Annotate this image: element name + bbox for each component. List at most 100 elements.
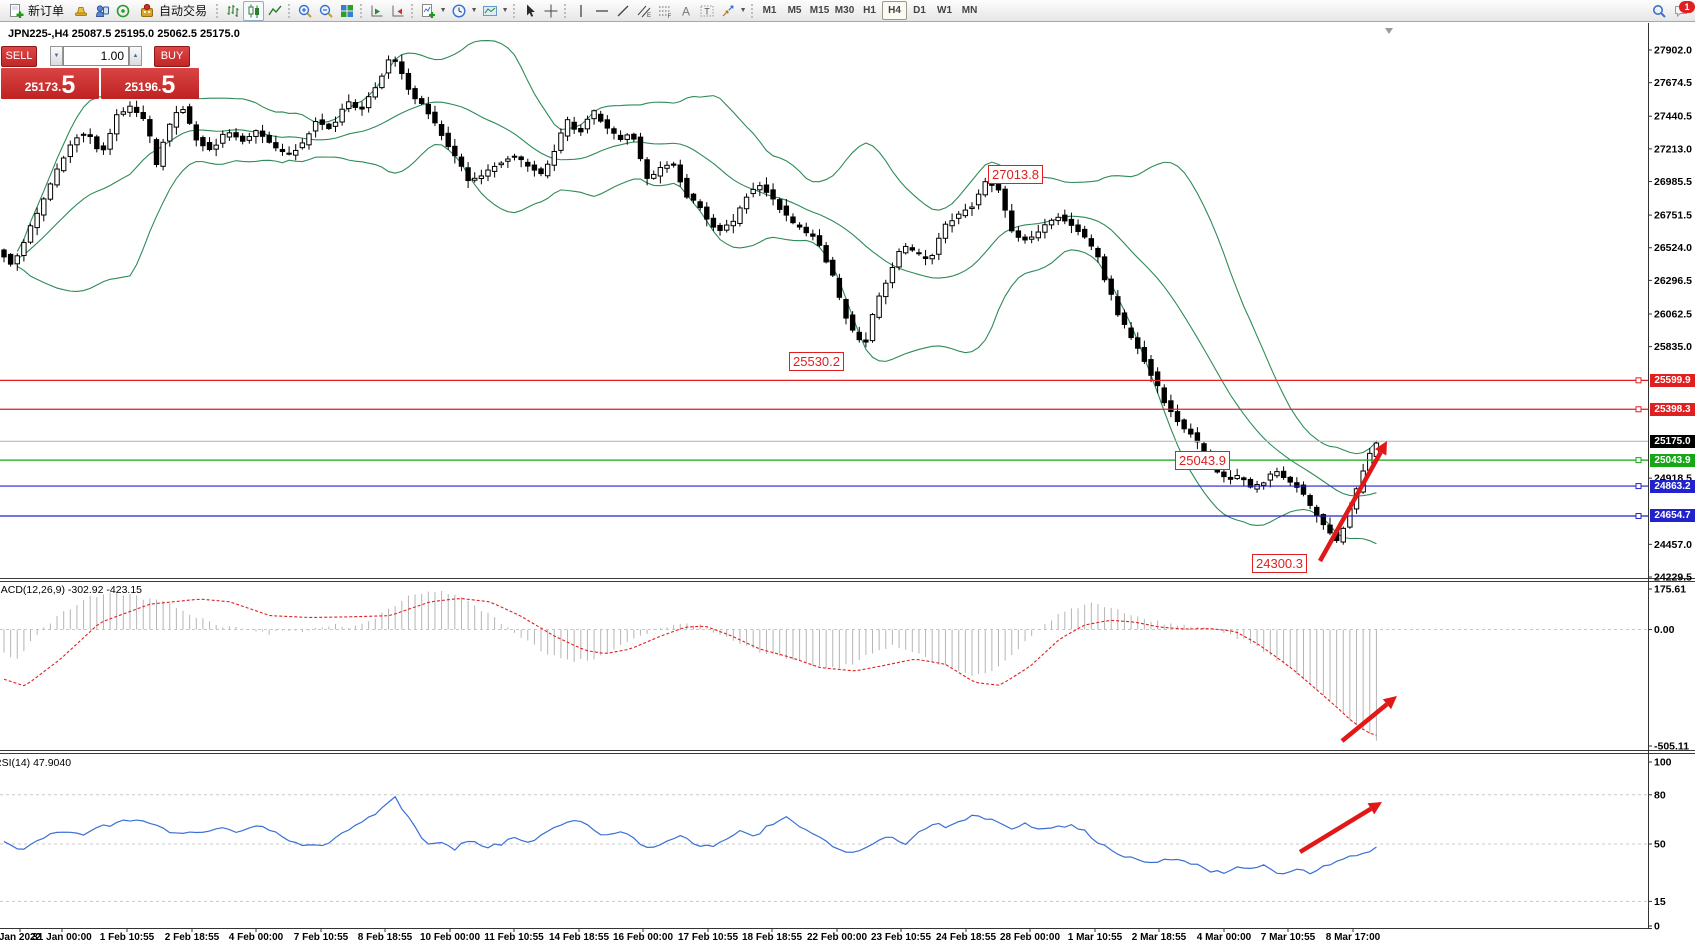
axis-tick-label: 27440.5 [1654, 111, 1692, 123]
axis-tick-label: 175.61 [1654, 584, 1686, 596]
autotrading-label: 自动交易 [159, 4, 208, 18]
search-icon [1652, 4, 1666, 18]
periods-button[interactable] [448, 1, 469, 21]
arrows-tool[interactable] [717, 1, 738, 21]
buy-button[interactable]: BUY [154, 45, 190, 67]
timeframe-button-M1[interactable]: M1 [762, 5, 777, 16]
svg-text:E: E [647, 13, 651, 19]
autotrading-button[interactable]: 自动交易 [133, 1, 213, 21]
channel-icon: E [637, 5, 651, 19]
macd-indicator-label: MACD(12,26,9) -302.92 -423.15 [0, 584, 142, 596]
axis-tick-label: 100 [1654, 757, 1672, 769]
timeframe-button-MN[interactable]: MN [961, 5, 978, 16]
zoom-in-icon [298, 4, 312, 18]
indicators-caret[interactable]: ▼ [439, 7, 447, 14]
new-order-icon [10, 3, 24, 18]
time-axis-label: 16 Feb 00:00 [613, 932, 673, 943]
timeframe-button-H1[interactable]: H1 [863, 5, 876, 16]
autoscroll-button[interactable] [366, 1, 387, 21]
timeframe-button-D1[interactable]: D1 [913, 5, 926, 16]
crosshair-icon [544, 4, 558, 17]
svg-text:A: A [682, 4, 690, 18]
bar-chart-button[interactable] [222, 1, 243, 21]
periods-caret[interactable]: ▼ [470, 7, 478, 14]
axis-price-label: 24863.2 [1650, 479, 1695, 493]
axis-tick-label: 27213.0 [1654, 143, 1692, 155]
bar-chart-icon [227, 4, 239, 17]
axis-tick-label: 0 [1654, 921, 1660, 933]
label-tool[interactable]: T [696, 1, 717, 21]
search-button[interactable] [1648, 1, 1669, 21]
cursor-button[interactable] [519, 1, 540, 21]
volume-decrease-button[interactable]: ▼ [50, 46, 63, 66]
sell-price[interactable]: 25173. 5 [1, 68, 99, 99]
volume-increase-button[interactable]: ▲ [129, 46, 142, 66]
new-order-button[interactable]: 新订单 [2, 1, 70, 21]
time-axis-label: 7 Mar 10:55 [1261, 932, 1316, 943]
timeframe-button-M15[interactable]: M15 [809, 5, 830, 16]
periods-clock-icon [452, 3, 466, 18]
trendline-tool[interactable] [612, 1, 633, 21]
axis-tick-label: 26524.0 [1654, 242, 1692, 254]
time-axis-label: 22 Feb 00:00 [807, 932, 867, 943]
svg-text:T: T [704, 6, 710, 16]
tile-windows-button[interactable] [336, 1, 357, 21]
timeframe-button-W1[interactable]: W1 [937, 5, 953, 16]
vertical-line-icon [579, 4, 582, 17]
notifications-button[interactable]: 1 [1669, 0, 1695, 21]
text-tool[interactable]: A [675, 1, 696, 21]
volume-input[interactable] [63, 46, 129, 66]
vertical-line-tool[interactable] [570, 1, 591, 21]
sell-price-small: 25173. [24, 80, 62, 94]
chart-shift-button[interactable] [387, 1, 408, 21]
candlestick-chart-button[interactable] [243, 0, 265, 21]
indicators-button[interactable] [417, 1, 438, 21]
horizontal-line-tool[interactable] [591, 1, 612, 21]
line-chart-button[interactable] [264, 1, 285, 21]
autotrading-icon [141, 3, 154, 17]
timeframe-group: M1 M5 M15 M30 H1 H4 D1 W1 MN [748, 0, 982, 22]
axis-price-label: 25175.0 [1650, 434, 1695, 448]
price-annotation[interactable]: 25530.2 [789, 352, 844, 371]
indicators-icon [421, 3, 435, 18]
market-watch-icon [95, 4, 109, 17]
axis-price-label: 25398.3 [1650, 402, 1695, 416]
autoscroll-icon [371, 5, 383, 16]
axis-tick-label: 26296.5 [1654, 275, 1692, 287]
timeframe-button-H4[interactable]: H4 [882, 1, 908, 20]
channel-tool[interactable]: E [633, 1, 654, 21]
price-annotation[interactable]: 25043.9 [1175, 451, 1230, 470]
trendline-icon [617, 5, 628, 16]
time-axis-label: 24 Feb 18:55 [936, 932, 996, 943]
templates-caret[interactable]: ▼ [501, 7, 509, 14]
fibonacci-tool[interactable]: F [654, 1, 675, 21]
axis-price-label: 25599.9 [1650, 373, 1695, 387]
fibonacci-icon: F [658, 6, 671, 19]
label-icon: T [700, 5, 714, 16]
axis-tick-label: 25835.0 [1654, 341, 1692, 353]
signals-button[interactable] [112, 1, 133, 21]
axis-tick-label: 50 [1654, 839, 1666, 851]
timeframe-button-M30[interactable]: M30 [834, 5, 855, 16]
market-watch-button[interactable] [91, 1, 112, 21]
sell-button[interactable]: SELL [1, 45, 37, 67]
arrows-caret[interactable]: ▼ [739, 7, 747, 14]
profile-button[interactable] [70, 1, 91, 21]
price-annotation[interactable]: 27013.8 [988, 165, 1043, 184]
time-axis-label: 18 Feb 18:55 [742, 932, 802, 943]
crosshair-button[interactable] [540, 1, 561, 21]
buy-price[interactable]: 25196. 5 [101, 68, 199, 99]
zoom-in-button[interactable] [294, 1, 315, 21]
zoom-out-button[interactable] [315, 1, 336, 21]
tile-windows-icon [340, 4, 353, 17]
chart-title: JPN225-,H4 25087.5 25195.0 25062.5 25175… [8, 28, 240, 40]
time-axis-label: 7 Feb 10:55 [294, 932, 349, 943]
time-axis-label: 4 Mar 00:00 [1197, 932, 1252, 943]
price-annotation[interactable]: 24300.3 [1252, 554, 1307, 573]
time-axis-label: 8 Mar 17:00 [1326, 932, 1381, 943]
axis-tick-label: 15 [1654, 896, 1666, 908]
templates-button[interactable] [479, 1, 500, 21]
timeframe-button-M5[interactable]: M5 [787, 5, 802, 16]
